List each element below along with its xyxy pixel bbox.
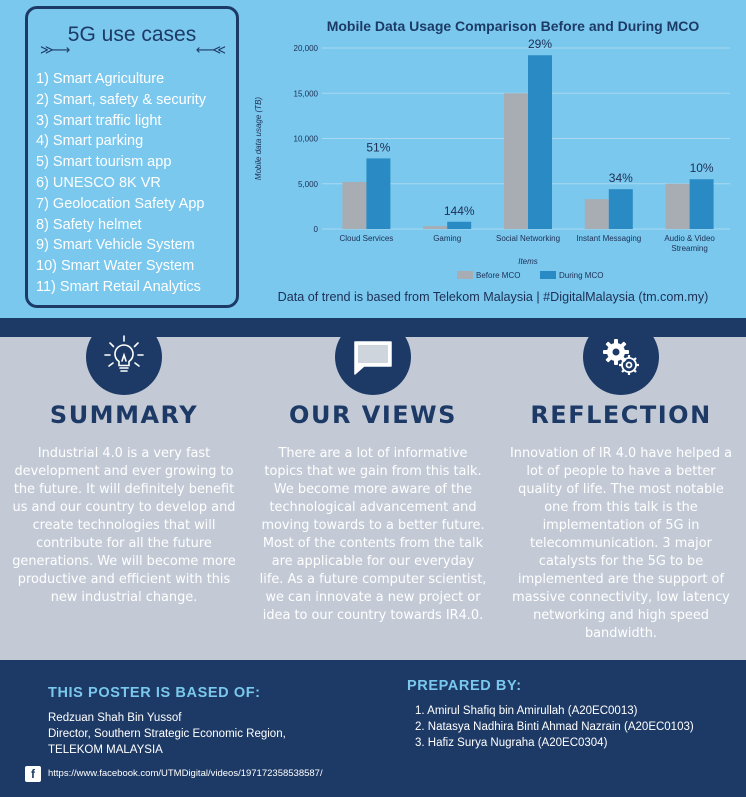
x-tick-label: Streaming	[671, 244, 707, 253]
bar-during-mco	[366, 158, 391, 229]
data-label: 34%	[609, 171, 633, 185]
data-label: 10%	[690, 161, 714, 175]
y-tick-label: 0	[314, 225, 319, 234]
legend-swatch	[457, 271, 473, 279]
list-item: 3. Hafiz Surya Nugraha (A20EC0304)	[415, 737, 608, 749]
section-heading: OUR VIEWS	[289, 401, 457, 429]
facebook-link[interactable]: https://www.facebook.com/UTMDigital/vide…	[48, 768, 323, 779]
lightbulb-icon	[86, 319, 162, 395]
arrow-ornament-icon: ≫⟶	[40, 43, 70, 58]
data-label: 51%	[366, 140, 390, 154]
y-axis-label: Mobile data usage (TB)	[254, 97, 263, 180]
bar-during-mco	[528, 55, 552, 229]
prepared-by-heading: PREPARED BY:	[407, 678, 522, 694]
gears-icon	[583, 319, 659, 395]
data-label: 29%	[528, 37, 552, 51]
speaker-name: Redzuan Shah Bin Yussof	[48, 712, 182, 724]
legend-label: During MCO	[559, 271, 603, 280]
list-item: 2) Smart, safety & security	[36, 91, 207, 108]
y-tick-label: 20,000	[294, 44, 319, 53]
speech-bubble-icon	[335, 319, 411, 395]
speaker-title: Director, Southern Strategic Economic Re…	[48, 728, 286, 740]
top-band: ≫⟶ 5G use cases ⟵≪ 1) Smart Agriculture …	[0, 0, 746, 318]
data-label: 144%	[444, 204, 475, 218]
list-item: 7) Geolocation Safety App	[36, 195, 205, 212]
summary-section: SUMMARY Industrial 4.0 is a very fast de…	[0, 319, 248, 660]
list-item: 2. Natasya Nadhira Binti Ahmad Nazrain (…	[415, 721, 694, 733]
bar-during-mco	[447, 221, 472, 229]
list-item: 11) Smart Retail Analytics	[36, 278, 201, 295]
list-item: 3) Smart traffic light	[36, 112, 162, 129]
y-tick-label: 10,000	[294, 135, 319, 144]
x-tick-label: Instant Messaging	[576, 234, 641, 243]
legend-swatch	[540, 271, 556, 279]
based-of-details: Redzuan Shah Bin Yussof Director, Southe…	[48, 710, 286, 758]
reflection-section: REFLECTION Innovation of IR 4.0 have hel…	[497, 319, 745, 660]
section-heading: REFLECTION	[530, 401, 712, 429]
use-cases-panel: ≫⟶ 5G use cases ⟵≪ 1) Smart Agriculture …	[25, 6, 239, 308]
list-item: 4) Smart parking	[36, 133, 144, 150]
source-note: Data of trend is based from Telekom Mala…	[277, 290, 709, 304]
x-tick-label: Audio & Video	[664, 234, 715, 243]
section-text: There are a lot of informative topics th…	[259, 446, 487, 623]
bar-before-mco	[342, 181, 367, 229]
our-views-section: OUR VIEWS There are a lot of informative…	[249, 319, 497, 660]
section-text: Innovation of IR 4.0 have helped a lot o…	[509, 446, 733, 641]
list-item: 8) Safety helmet	[36, 216, 142, 233]
footer: THIS POSTER IS BASED OF: Redzuan Shah Bi…	[0, 660, 746, 797]
bar-during-mco	[608, 189, 633, 229]
use-cases-list: 1) Smart Agriculture 2) Smart, safety & …	[36, 69, 206, 298]
list-item: 9) Smart Vehicle System	[36, 237, 195, 254]
prepared-by-list: 1. Amirul Shafiq bin Amirullah (A20EC001…	[415, 703, 694, 751]
section-heading: SUMMARY	[49, 401, 199, 429]
bar-before-mco	[584, 199, 609, 229]
x-axis-label: Items	[518, 257, 538, 266]
legend-label: Before MCO	[476, 271, 520, 280]
bar-before-mco	[423, 226, 448, 229]
mobile-data-usage-chart: Mobile Data Usage Comparison Before and …	[254, 18, 730, 280]
bar-during-mco	[689, 179, 714, 229]
list-item: 10) Smart Water System	[36, 258, 195, 275]
x-tick-label: Gaming	[433, 234, 461, 243]
list-item: 6) UNESCO 8K VR	[36, 174, 161, 191]
x-tick-label: Cloud Services	[339, 234, 393, 243]
y-tick-label: 15,000	[294, 89, 319, 98]
bar-before-mco	[504, 93, 528, 229]
list-item: 5) Smart tourism app	[36, 154, 172, 171]
based-of-heading: THIS POSTER IS BASED OF:	[48, 685, 261, 701]
use-cases-title: 5G use cases	[67, 23, 197, 46]
x-tick-label: Social Networking	[496, 234, 560, 243]
speaker-organization: TELEKOM MALAYSIA	[48, 744, 163, 756]
bar-before-mco	[665, 183, 690, 229]
arrow-ornament-icon: ⟵≪	[195, 43, 226, 58]
list-item: 1) Smart Agriculture	[36, 71, 165, 87]
facebook-icon: f	[25, 766, 41, 782]
section-text: Industrial 4.0 is a very fast developmen…	[12, 446, 236, 605]
list-item: 1. Amirul Shafiq bin Amirullah (A20EC001…	[415, 705, 638, 717]
y-tick-label: 5,000	[298, 180, 319, 189]
chart-title: Mobile Data Usage Comparison Before and …	[327, 18, 700, 34]
